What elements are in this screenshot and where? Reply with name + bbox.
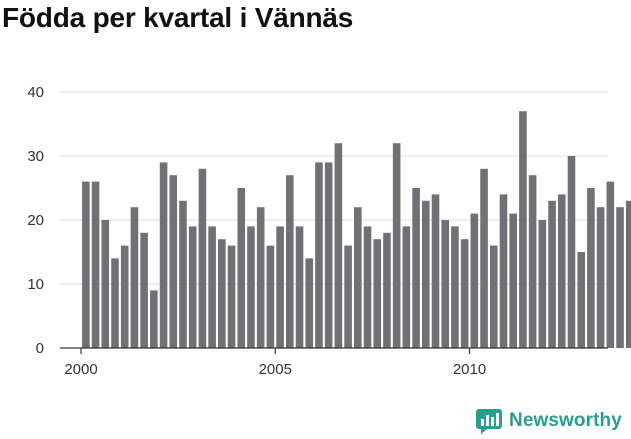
bar [237,188,246,348]
bar [198,168,207,348]
bar [538,220,547,348]
bar [91,181,100,348]
bar [344,245,352,348]
bar [616,207,624,348]
bar [295,226,304,348]
bar [159,162,168,348]
bar [315,162,323,348]
bar [451,226,459,348]
bar [548,200,556,348]
bar [334,143,343,348]
bar [489,245,498,348]
bar [431,194,440,348]
bar [557,194,566,348]
bar [150,290,158,348]
bar [596,207,605,348]
bar [412,188,420,348]
bar [363,226,372,348]
bar [82,181,90,348]
bar [392,143,401,348]
bar [625,200,631,348]
bar [286,175,294,348]
y-tick-label: 20 [27,212,44,229]
bar [130,207,139,348]
bar [276,226,284,348]
bar [179,200,187,348]
bar [422,200,430,348]
bar [169,175,178,348]
bar [256,207,265,348]
bar [509,213,517,348]
bar [441,220,450,348]
bar [383,232,391,348]
y-tick-label: 10 [27,276,44,293]
bar [305,258,314,348]
bar [188,226,197,348]
bar [218,239,226,348]
bar [460,239,469,348]
x-tick-label: 2005 [259,361,292,378]
y-tick-label: 40 [27,84,44,101]
chart-speech-bubble-icon [476,409,502,434]
bar [499,194,508,348]
bar [373,239,382,348]
y-axis: 0 10 20 30 40 [27,84,44,357]
x-axis: 200020052010201520202025 [60,347,608,378]
bar [324,162,333,348]
x-tick-label: 2000 [64,361,97,378]
bar [101,220,110,348]
chart-title: Födda per kvartal i Vännäs [2,2,354,33]
bar [587,188,595,348]
newsworthy-logo[interactable]: Newsworthy [475,407,622,435]
y-tick-label: 0 [36,340,44,357]
bar [140,232,148,348]
bar [480,168,488,348]
bar [120,245,129,348]
bar [567,156,576,348]
bar [402,226,411,348]
bars [82,111,631,348]
y-tick-label: 30 [27,148,44,165]
bar [227,245,236,348]
bar [470,213,479,348]
bar [266,245,275,348]
bar [528,175,537,348]
bar [247,226,255,348]
bar [577,252,585,348]
x-tick-label: 2010 [453,361,486,378]
bar [606,181,615,348]
bar [208,226,216,348]
brand-name: Newsworthy [509,410,622,431]
bar [354,207,362,348]
bar [519,111,527,348]
bar [111,258,119,348]
